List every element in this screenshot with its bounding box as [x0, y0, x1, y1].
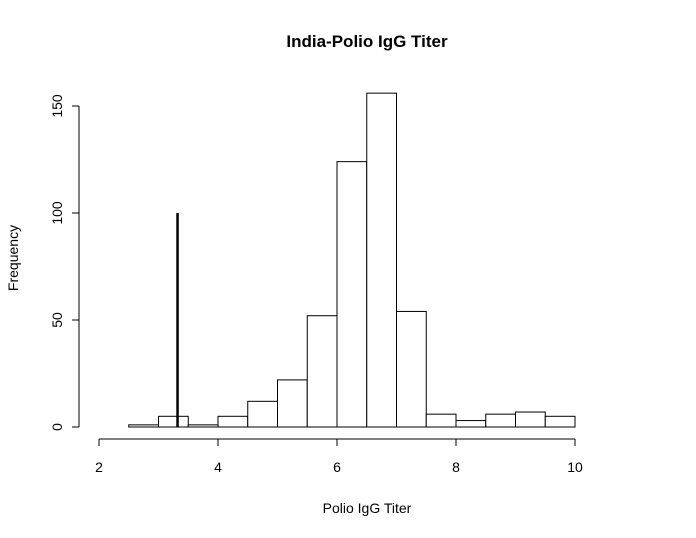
histogram-bar	[485, 413, 516, 428]
x-tick-label: 6	[333, 459, 341, 475]
x-tick-label: 4	[214, 459, 222, 475]
histogram-bar	[217, 415, 249, 428]
histogram-bar	[187, 424, 219, 428]
y-axis: 0 50 100 150	[49, 94, 80, 431]
y-tick-label: 50	[49, 312, 65, 328]
histogram-bar	[515, 411, 546, 428]
histogram-bar	[544, 415, 576, 428]
histogram-bar	[128, 424, 159, 428]
histogram-bar	[366, 92, 397, 428]
x-axis: 2 4 6 8 10	[95, 438, 583, 475]
histogram-bar	[277, 379, 308, 428]
x-axis-label: Polio IgG Titer	[323, 500, 412, 516]
chart-title: India-Polio IgG Titer	[286, 32, 448, 51]
histogram-bar	[396, 310, 427, 428]
x-tick-label: 10	[567, 459, 583, 475]
y-tick-label: 0	[49, 423, 65, 431]
histogram-bar	[336, 161, 368, 428]
y-tick-label: 150	[49, 94, 65, 118]
histogram-bar	[425, 413, 457, 428]
histogram-bars	[128, 92, 576, 428]
histogram-bar	[247, 400, 278, 428]
histogram-bar	[158, 415, 189, 428]
x-tick-label: 8	[452, 459, 460, 475]
histogram-bar	[306, 315, 338, 428]
y-tick-label: 100	[49, 201, 65, 225]
y-axis-label: Frequency	[5, 225, 21, 291]
histogram-bar	[455, 420, 487, 428]
x-tick-label: 2	[95, 459, 103, 475]
